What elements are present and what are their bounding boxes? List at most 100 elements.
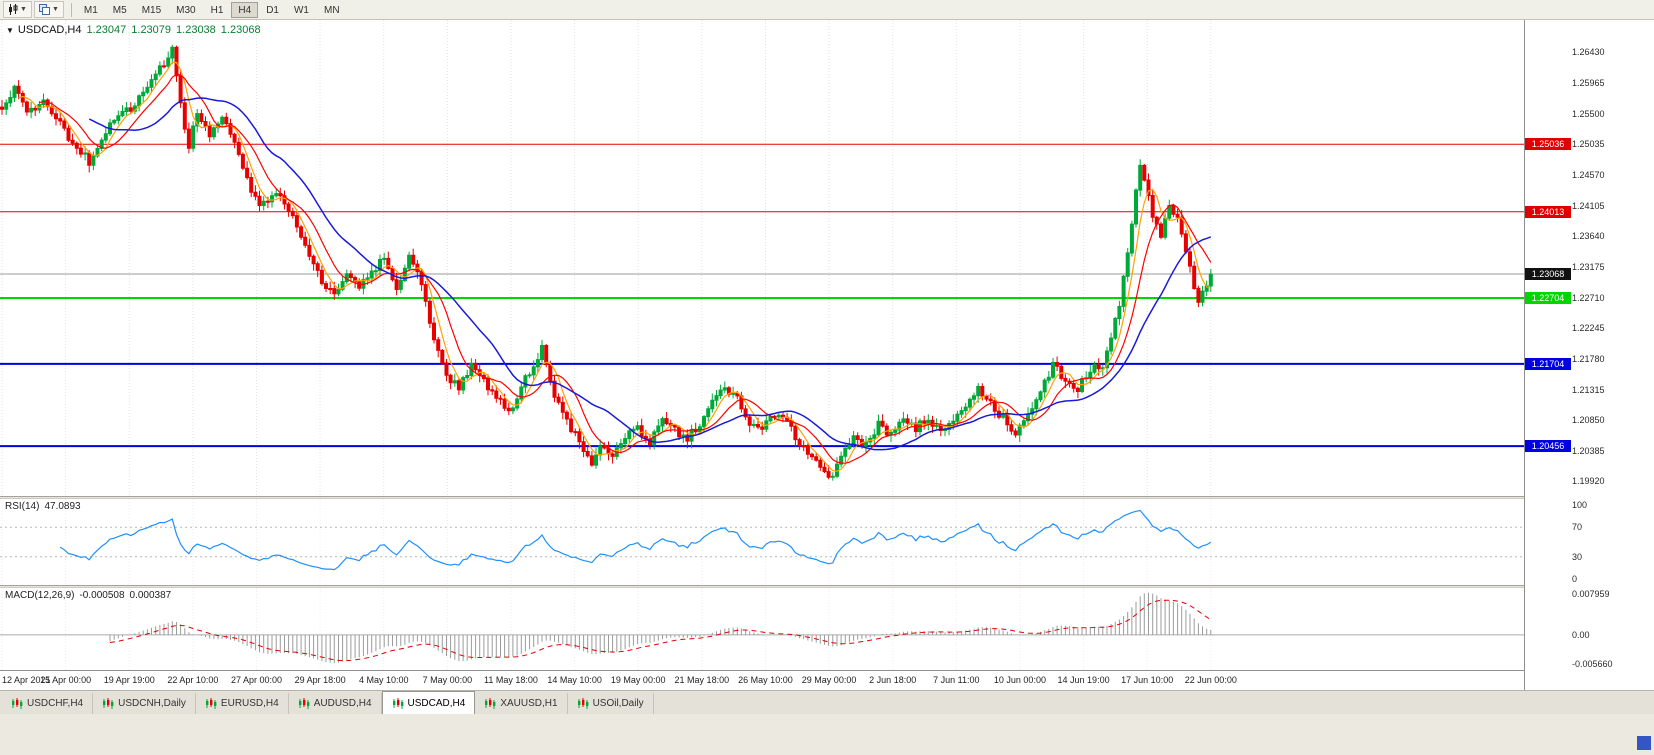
rsi-axis-label: 30: [1572, 551, 1583, 562]
mini-chart-icon: [298, 698, 310, 709]
timeframe-mn[interactable]: MN: [323, 4, 340, 16]
time-label: 29 Apr 18:00: [294, 675, 346, 685]
chart-tab-label: EURUSD,H4: [220, 698, 279, 709]
macd-value-main: -0.000508: [79, 590, 125, 601]
chart-tab-usdchf[interactable]: USDCHF,H4: [2, 693, 94, 714]
time-label: 4 May 10:00: [358, 675, 409, 685]
cascade-windows-icon: [38, 4, 50, 15]
time-axis[interactable]: 12 Apr 2021 15 Apr 00:00 19 Apr 19:00 22 Ap…: [0, 670, 1524, 690]
time-label: 26 May 10:00: [738, 675, 793, 685]
timeframe-m15[interactable]: M15: [141, 4, 162, 16]
macd-axis-label: 0.00: [1572, 629, 1590, 640]
chart-tab-label: XAUUSD,H1: [500, 698, 558, 709]
chart-type-button[interactable]: ▼: [3, 1, 32, 18]
price-tick: 1.21780: [1572, 353, 1605, 364]
price-tick: 1.24570: [1572, 169, 1605, 180]
symbol-dropdown-icon[interactable]: ▼: [6, 26, 14, 35]
chart-tab-usoil[interactable]: USOil,Daily: [568, 693, 654, 714]
chart-tab-label: USOil,Daily: [592, 698, 644, 709]
rsi-panel[interactable]: [0, 499, 1524, 585]
chart-windows-button[interactable]: ▼: [33, 1, 64, 18]
hline-price-label: 1.22704: [1525, 291, 1571, 304]
rsi-axis-label: 100: [1572, 500, 1588, 510]
time-label: 12 Apr 2021: [2, 675, 51, 685]
time-label: 27 Apr 00:00: [230, 675, 282, 685]
toolbar-separator: [70, 2, 72, 17]
mini-chart-icon: [577, 698, 589, 709]
macd-label: MACD(12,26,9) -0.000508 0.000387: [5, 590, 171, 601]
chart-tab-eurusd[interactable]: EURUSD,H4: [196, 693, 289, 714]
timeframe-h4[interactable]: H4: [231, 1, 259, 18]
price-tick: 1.22245: [1572, 323, 1605, 334]
price-tick: 1.26430: [1572, 47, 1605, 58]
timeframe-m30[interactable]: M30: [176, 4, 196, 16]
ohlc-high: 1.23079: [131, 24, 172, 36]
macd-name: MACD(12,26,9): [5, 590, 75, 601]
mini-chart-icon: [102, 698, 114, 709]
chart-tabbar: USDCHF,H4 USDCNH,Daily EURUSD,H4 AUDUSD,H4 U…: [0, 690, 1654, 714]
price-chart-svg[interactable]: [0, 20, 1524, 496]
chart-symbol-period: USDCAD,H4: [17, 24, 82, 36]
chart-tab-usdcad[interactable]: USDCAD,H4: [381, 691, 476, 714]
mini-chart-icon: [205, 698, 217, 709]
hline-price-label: 1.21704: [1525, 357, 1571, 370]
rsi-line: [59, 509, 1212, 571]
chevron-down-icon: ▼: [20, 6, 27, 13]
rsi-svg[interactable]: [0, 499, 1524, 585]
time-label: 21 May 18:00: [674, 675, 730, 685]
macd-svg[interactable]: [0, 588, 1524, 670]
ohlc-open: 1.23047: [86, 24, 127, 36]
time-label: 2 Jun 18:00: [869, 675, 917, 685]
time-label: 22 Apr 10:00: [167, 675, 219, 685]
chart-tab-label: USDCNH,Daily: [118, 698, 186, 709]
chart-tab-audusd[interactable]: AUDUSD,H4: [289, 693, 382, 714]
macd-axis-label: -0.005660: [1572, 659, 1613, 669]
price-scale[interactable]: 1.26430 1.25965 1.25500 1.25035 1.24570 1.241…: [1524, 20, 1654, 690]
panel-splitter[interactable]: [0, 496, 1654, 499]
macd-panel[interactable]: [0, 588, 1524, 670]
timeframe-m5[interactable]: M5: [112, 4, 127, 16]
candles-up: [4, 44, 1213, 481]
timeframe-m1[interactable]: M1: [83, 4, 98, 16]
macd-axis-label: 0.007959: [1572, 589, 1610, 599]
chart-tab-label: USDCHF,H4: [27, 698, 84, 709]
ohlc-close: 1.23068: [220, 24, 261, 36]
timeframe-h1[interactable]: H1: [210, 4, 224, 16]
price-tick: 1.23640: [1572, 231, 1605, 242]
mini-chart-icon: [11, 698, 23, 709]
timeframe-d1[interactable]: D1: [266, 4, 279, 16]
chart-ohlc-title: ▼ USDCAD,H4 1.23047 1.23079 1.23038 1.23068: [6, 24, 261, 36]
rsi-axis-label: 0: [1572, 574, 1578, 584]
chevron-down-icon: ▼: [51, 6, 59, 13]
price-tick: 1.23175: [1572, 261, 1605, 272]
price-tick: 1.25500: [1572, 108, 1605, 119]
time-label: 14 Jun 19:00: [1057, 675, 1110, 685]
time-label: 29 May 00:00: [801, 675, 857, 685]
hline-price-label: 1.24013: [1525, 205, 1571, 218]
chart-tab-label: AUDUSD,H4: [313, 698, 372, 709]
price-chart-panel[interactable]: [0, 20, 1524, 496]
ma-slow-line: [88, 97, 1212, 451]
timeframe-w1[interactable]: W1: [293, 4, 309, 16]
time-label: 22 Jun 00:00: [1184, 675, 1237, 685]
rsi-axis-label: 70: [1572, 522, 1583, 533]
current-price-label: 1.23068: [1525, 267, 1571, 280]
hline-price-label: 1.25036: [1525, 138, 1571, 151]
corner-grip[interactable]: [1637, 736, 1651, 750]
mini-chart-icon: [392, 697, 404, 709]
candlestick-icon: [9, 4, 18, 15]
price-tick: 1.21315: [1572, 384, 1605, 395]
chart-area[interactable]: ▼ USDCAD,H4 1.23047 1.23079 1.23038 1.23068 R…: [0, 20, 1654, 690]
chart-tab-usdcnh[interactable]: USDCNH,Daily: [93, 693, 196, 714]
macd-value-signal: 0.000387: [129, 590, 172, 601]
chart-tab-label: USDCAD,H4: [407, 697, 466, 709]
panel-splitter[interactable]: [0, 585, 1654, 588]
mini-chart-icon: [484, 698, 496, 709]
time-label: 17 Jun 10:00: [1121, 675, 1174, 685]
time-label: 7 May 00:00: [422, 675, 473, 685]
price-tick: 1.20385: [1572, 445, 1605, 456]
time-label: 14 May 10:00: [547, 675, 602, 685]
rsi-label: RSI(14) 47.0893: [5, 501, 81, 512]
chart-tab-xauusd[interactable]: XAUUSD,H1: [475, 693, 568, 714]
